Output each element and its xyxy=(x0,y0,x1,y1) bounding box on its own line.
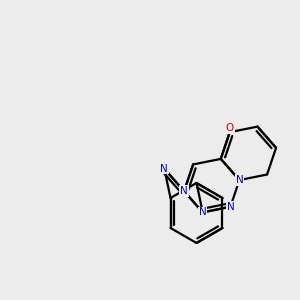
Text: N: N xyxy=(236,175,243,185)
Text: N: N xyxy=(180,186,188,196)
Text: N: N xyxy=(226,202,234,212)
Text: O: O xyxy=(226,123,234,133)
Text: N: N xyxy=(160,164,168,174)
Text: N: N xyxy=(199,207,207,217)
